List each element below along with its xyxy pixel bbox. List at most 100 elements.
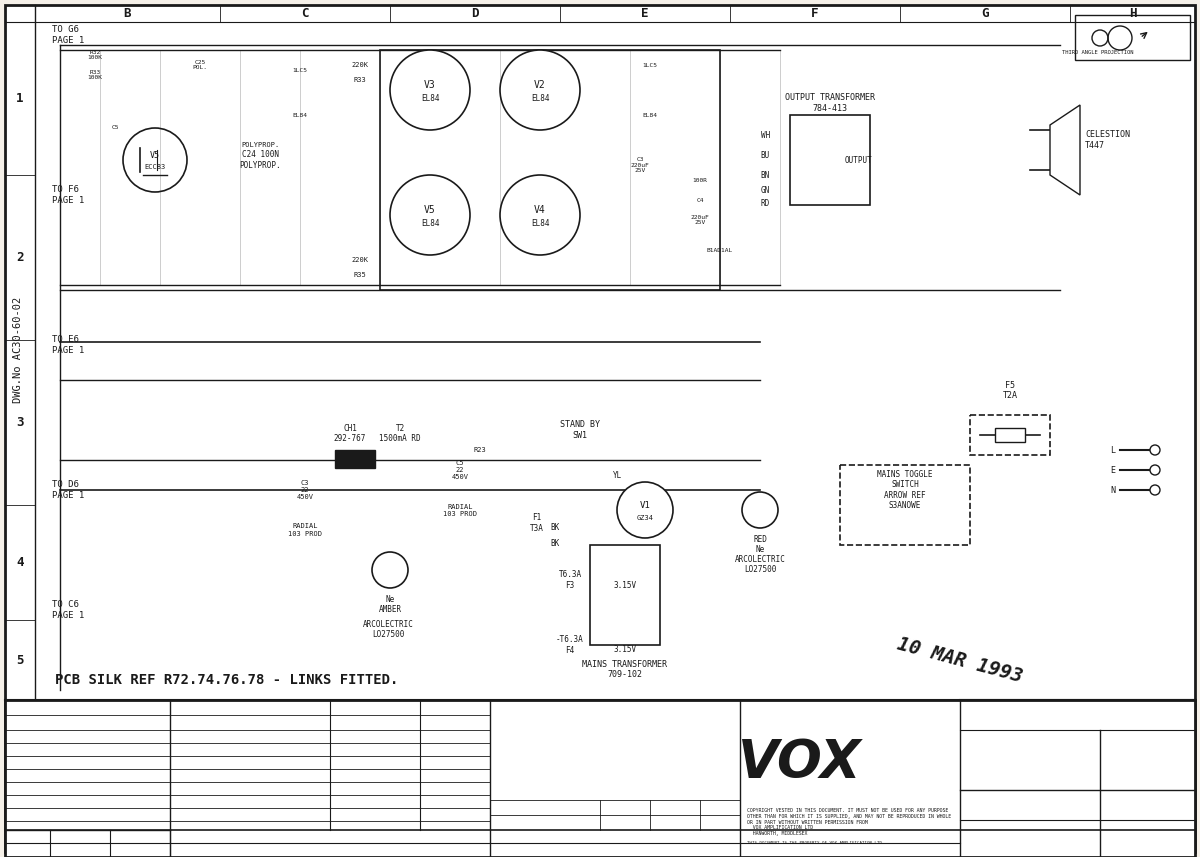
- Text: E: E: [1110, 465, 1115, 475]
- Circle shape: [617, 482, 673, 538]
- Text: TO E6
PAGE 1: TO E6 PAGE 1: [52, 335, 84, 355]
- Text: 2: 2: [1142, 800, 1154, 819]
- Text: 9/3/93: 9/3/93: [122, 831, 157, 841]
- Text: 5: 5: [17, 654, 24, 667]
- Circle shape: [500, 175, 580, 255]
- Text: C3
220uF
25V: C3 220uF 25V: [631, 157, 649, 173]
- Text: UNSPECIFIED HOLE DATA: UNSPECIFIED HOLE DATA: [37, 704, 143, 712]
- Text: V1: V1: [640, 500, 650, 510]
- Text: THIRD ANGLE PROJECTION: THIRD ANGLE PROJECTION: [1062, 50, 1134, 55]
- Circle shape: [500, 50, 580, 130]
- Text: F5
T2A: F5 T2A: [1002, 381, 1018, 400]
- Text: 10 MAR 1993: 10 MAR 1993: [895, 634, 1025, 686]
- Text: ECO NUMBER: ECO NUMBER: [56, 844, 103, 854]
- Text: V2: V2: [534, 80, 546, 90]
- Text: F: F: [170, 776, 175, 784]
- Text: RADIAL
103 PROD: RADIAL 103 PROD: [443, 504, 478, 517]
- Circle shape: [1150, 485, 1160, 495]
- Text: R23: R23: [474, 447, 486, 453]
- Text: H: H: [330, 710, 336, 720]
- Text: C5
22
450V: C5 22 450V: [451, 460, 468, 480]
- Text: EL84: EL84: [421, 219, 439, 227]
- Text: PCB SILK REF R72.74.76.78 - LINKS FITTED.: PCB SILK REF R72.74.76.78 - LINKS FITTED…: [55, 673, 398, 687]
- Text: 3.15V: 3.15V: [613, 580, 636, 590]
- Text: AC30 TOP BOOST: AC30 TOP BOOST: [997, 746, 1163, 764]
- Text: EL84: EL84: [530, 93, 550, 103]
- Text: N: N: [330, 776, 336, 784]
- Text: 220uF
25V: 220uF 25V: [691, 214, 709, 225]
- Text: GZ34: GZ34: [636, 515, 654, 521]
- Text: R35: R35: [354, 272, 366, 278]
- Text: BK: BK: [551, 538, 559, 548]
- Text: YL: YL: [613, 470, 623, 480]
- Text: EL84: EL84: [421, 93, 439, 103]
- Text: F1
T3A: F1 T3A: [530, 513, 544, 533]
- Text: SIGN  S.G.: SIGN S.G.: [496, 784, 533, 789]
- Text: ANGLE N: ANGLE N: [620, 770, 647, 775]
- Text: DWG.No: DWG.No: [968, 795, 1001, 805]
- Text: B: B: [124, 7, 131, 20]
- Text: 1: 1: [17, 92, 24, 105]
- Text: L: L: [1110, 446, 1115, 454]
- Text: TO F6
PAGE 1: TO F6 PAGE 1: [52, 185, 84, 205]
- Text: BU: BU: [761, 151, 770, 159]
- Text: RED
Ne: RED Ne: [754, 535, 767, 554]
- Circle shape: [372, 552, 408, 588]
- Text: BK: BK: [551, 524, 559, 532]
- Text: G: G: [170, 788, 175, 798]
- Text: OPTIMA. B/A: OPTIMA. B/A: [496, 755, 536, 760]
- Text: Ne
AMBER: Ne AMBER: [378, 595, 402, 614]
- Text: B: B: [170, 723, 175, 733]
- Text: DATE: DATE: [130, 844, 150, 854]
- Bar: [840, 465, 970, 545]
- Text: WH: WH: [761, 130, 770, 140]
- Text: C3
22
450V: C3 22 450V: [296, 480, 313, 500]
- Circle shape: [390, 175, 470, 255]
- Text: METAL BRCONE: METAL BRCONE: [496, 726, 540, 731]
- Text: C25
POL.: C25 POL.: [192, 60, 208, 70]
- Text: BEAD SIZ: BEAD SIZ: [496, 770, 526, 775]
- Text: 4: 4: [17, 556, 24, 569]
- Polygon shape: [1050, 105, 1080, 195]
- Text: CHECKER: CHECKER: [496, 799, 521, 804]
- Text: V4: V4: [534, 205, 546, 215]
- Text: RD: RD: [761, 199, 770, 207]
- Text: OPTIMA. BEAD RAIL: OPTIMA. BEAD RAIL: [496, 740, 559, 746]
- Text: F: F: [811, 7, 818, 20]
- Bar: [380, 50, 720, 290]
- Text: K: K: [330, 736, 336, 746]
- Text: CELESTION
T447: CELESTION T447: [1085, 130, 1130, 150]
- Text: C: C: [170, 736, 175, 746]
- Text: M: M: [330, 763, 336, 771]
- Text: 2: 2: [17, 251, 24, 264]
- Text: SURFACE FINISH: SURFACE FINISH: [620, 740, 672, 746]
- Text: CH1
292-767: CH1 292-767: [334, 423, 366, 443]
- Text: AC30-60-02: AC30-60-02: [983, 803, 1067, 817]
- Text: T6.3A
F3: T6.3A F3: [558, 570, 582, 590]
- Text: 220K: 220K: [352, 62, 368, 68]
- Text: H: H: [1129, 7, 1136, 20]
- Text: MATERIAL: MATERIAL: [496, 711, 526, 716]
- Text: R33: R33: [354, 77, 366, 83]
- Bar: [590, 545, 660, 645]
- Text: V3: V3: [424, 80, 436, 90]
- Bar: [790, 115, 870, 205]
- Text: AC3C REISSUE: AC3C REISSUE: [575, 838, 655, 848]
- Text: TO D6
PAGE 1: TO D6 PAGE 1: [52, 480, 84, 500]
- Text: 100R: 100R: [692, 177, 708, 183]
- Text: EL84: EL84: [530, 219, 550, 227]
- Text: P.S: P.S: [19, 844, 35, 854]
- Text: -T6.3A
F4: -T6.3A F4: [556, 635, 584, 655]
- Text: DIMENSIONS IN: DIMENSIONS IN: [620, 711, 668, 716]
- Text: R32
100K: R32 100K: [88, 50, 102, 60]
- Text: 0319: 0319: [68, 831, 91, 841]
- Text: (SHT 2 OF 2): (SHT 2 OF 2): [1039, 770, 1121, 780]
- Text: MAINS TRANSFORMER
709-102: MAINS TRANSFORMER 709-102: [582, 660, 667, 680]
- Text: E: E: [170, 763, 175, 771]
- Text: T2
1500mA RD: T2 1500mA RD: [379, 423, 421, 443]
- Text: BN: BN: [761, 171, 770, 179]
- Text: 3.15V: 3.15V: [613, 645, 636, 655]
- Bar: [335, 450, 374, 468]
- Text: C: C: [301, 7, 308, 20]
- Circle shape: [1150, 445, 1160, 455]
